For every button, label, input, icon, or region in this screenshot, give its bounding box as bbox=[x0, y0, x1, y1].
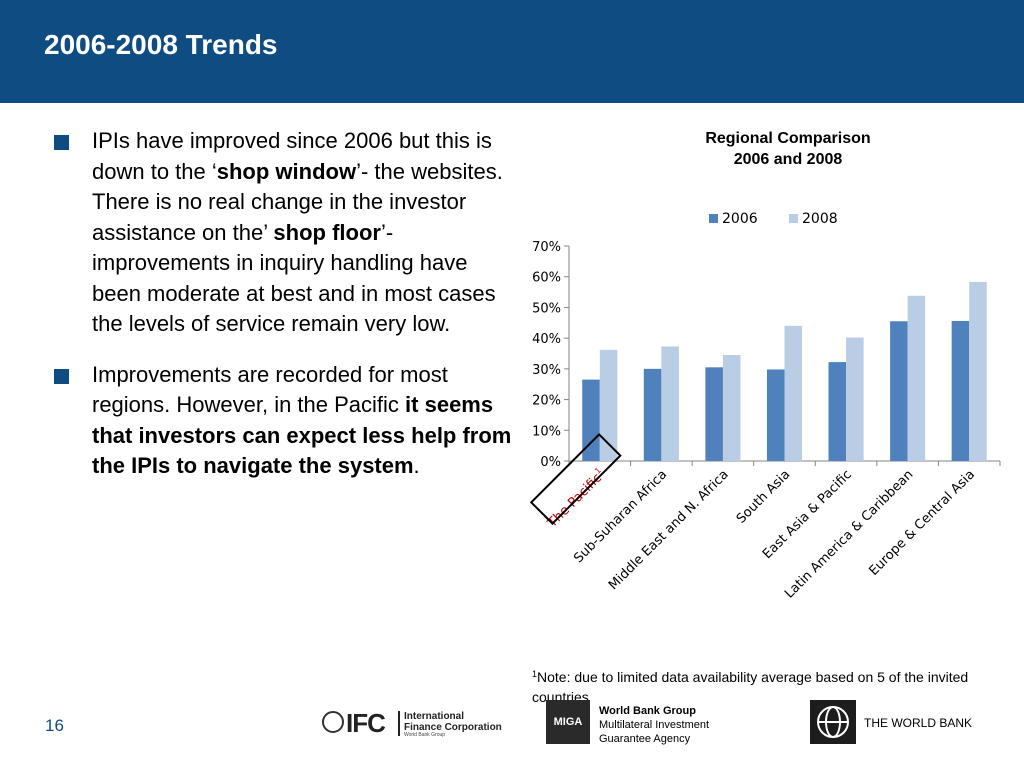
slide-title: 2006-2008 Trends bbox=[44, 29, 278, 60]
ifc-name-line: International bbox=[404, 711, 465, 722]
x-category-label: The Pacific1 bbox=[543, 466, 609, 532]
y-tick-label: 0% bbox=[540, 455, 561, 470]
footnote-text: Note: due to limited data availability a… bbox=[532, 669, 969, 705]
bar-2008 bbox=[722, 355, 741, 461]
bullet-text: Improvements are recorded for most regio… bbox=[92, 362, 511, 479]
globe-equator bbox=[819, 721, 847, 723]
y-tick-label: 60% bbox=[532, 271, 561, 286]
x-category-label: South Asia bbox=[734, 467, 794, 527]
globe-icon bbox=[322, 711, 344, 733]
legend-swatch bbox=[709, 214, 718, 223]
bullet-text: IPIs have improved since 2006 but this i… bbox=[92, 128, 503, 336]
bullet-list: IPIs have improved since 2006 but this i… bbox=[52, 126, 512, 482]
world-bank-logo bbox=[810, 700, 856, 744]
miga-line: Multilateral Investment bbox=[599, 719, 710, 731]
regional-comparison-chart: 0%10%20%30%40%50%60%70%The Pacific1Sub-S… bbox=[529, 211, 1001, 602]
bullet-segment: Improvements are recorded for most regio… bbox=[92, 361, 448, 418]
bullet-item: Improvements are recorded for most regio… bbox=[52, 360, 512, 482]
bullet-segment: ’- the websites. There is no real change… bbox=[92, 158, 503, 245]
miga-logo: MIGA bbox=[546, 700, 590, 744]
footnote: 1Note: due to limited data availability … bbox=[532, 664, 1002, 707]
highlight-box bbox=[529, 433, 622, 525]
y-tick-label: 20% bbox=[532, 394, 561, 409]
bar-2008 bbox=[661, 346, 679, 461]
chart-title: Regional Comparison 2006 and 2008 bbox=[640, 128, 936, 170]
miga-logo-text: World Bank Group Multilateral Investment… bbox=[599, 704, 709, 746]
bullet-marker bbox=[54, 135, 69, 150]
logo-divider bbox=[398, 711, 400, 736]
ifc-logo-name: International Finance Corporation bbox=[404, 711, 502, 733]
y-tick-label: 10% bbox=[532, 424, 561, 439]
ifc-name-line: Finance Corporation bbox=[404, 722, 502, 733]
world-bank-name: THE WORLD BANK bbox=[864, 716, 973, 730]
bar-2006 bbox=[643, 368, 662, 461]
chart-subtitle-line: 2006 and 2008 bbox=[733, 151, 843, 168]
legend-swatch bbox=[789, 214, 798, 223]
page-number: 16 bbox=[45, 716, 64, 735]
bar-2008 bbox=[846, 337, 864, 461]
miga-line: Guarantee Agency bbox=[599, 733, 691, 745]
miga-line: World Bank Group bbox=[599, 705, 696, 717]
footnote-marker: 1 bbox=[593, 466, 603, 476]
x-category-label: Latin America & Caribbean bbox=[782, 467, 916, 601]
y-tick-label: 30% bbox=[532, 363, 561, 378]
ifc-logo-mark: IFC bbox=[346, 708, 386, 738]
bar-2006 bbox=[582, 379, 600, 461]
bar-2006 bbox=[890, 321, 908, 461]
chart-title-line: Regional Comparison bbox=[705, 130, 871, 147]
y-tick-label: 50% bbox=[532, 301, 561, 316]
x-category-label: Middle East and N. Africa bbox=[606, 467, 732, 593]
bar-2008 bbox=[907, 295, 926, 461]
x-category-label: Europe & Central Asia bbox=[866, 467, 978, 579]
ifc-logo-sub: World Bank Group bbox=[404, 732, 446, 738]
slide-header: 2006-2008 Trends bbox=[0, 0, 1024, 103]
bar-2006 bbox=[705, 367, 723, 461]
bar-2008 bbox=[784, 325, 803, 461]
bullet-segment: . bbox=[413, 453, 420, 478]
y-tick-label: 40% bbox=[532, 332, 561, 347]
bullet-segment: ’- improvements in inquiry handling have… bbox=[92, 219, 496, 337]
bar-2006 bbox=[828, 362, 847, 461]
bullet-emphasis: it seems that investors can expect less … bbox=[92, 392, 512, 478]
bullet-emphasis: shop floor bbox=[273, 219, 381, 245]
bullet-marker bbox=[54, 368, 69, 384]
bar-2006 bbox=[951, 320, 970, 461]
bar-2008 bbox=[599, 349, 618, 461]
ifc-logo: IFC International Finance Corporation Wo… bbox=[322, 708, 502, 738]
bar-2006 bbox=[766, 369, 785, 461]
y-tick-label: 70% bbox=[532, 240, 561, 255]
bullet-item: IPIs have improved since 2006 but this i… bbox=[52, 126, 512, 340]
legend-label: 2008 bbox=[802, 211, 838, 227]
bullet-segment: IPIs have improved since 2006 but this i… bbox=[92, 128, 492, 184]
bar-2008 bbox=[969, 281, 987, 461]
legend-label: 2006 bbox=[722, 211, 758, 227]
footnote-marker: 1 bbox=[532, 669, 538, 679]
bullet-emphasis: shop window bbox=[216, 158, 357, 184]
